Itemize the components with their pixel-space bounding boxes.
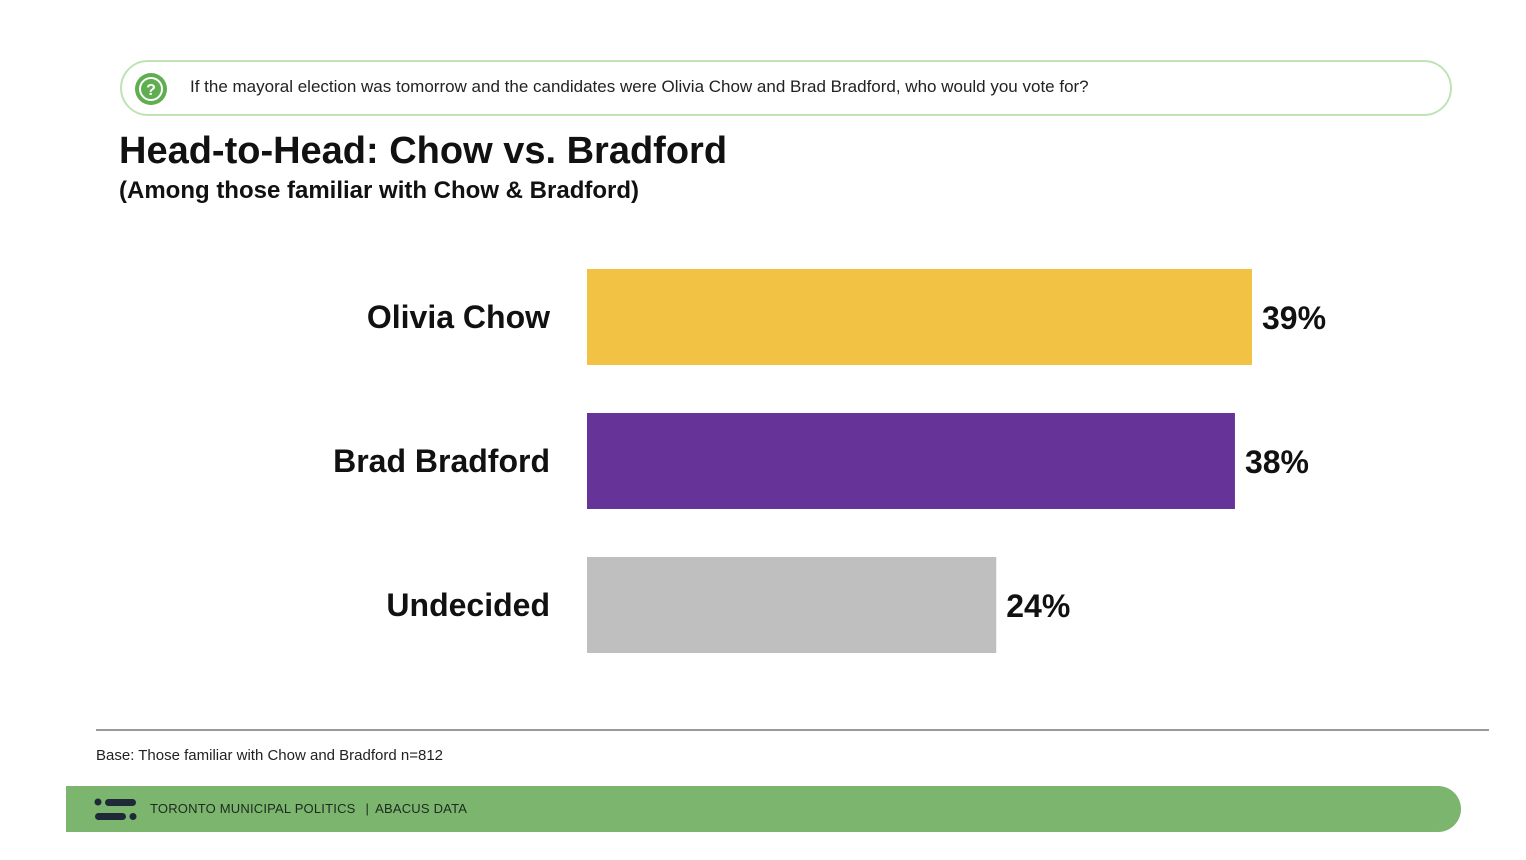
question-box: ? If the mayoral election was tomorrow a…: [120, 60, 1452, 116]
question-text: If the mayoral election was tomorrow and…: [190, 77, 1089, 96]
footer-left-text: TORONTO MUNICIPAL POLITICS: [150, 801, 356, 816]
footer-separator: |: [365, 801, 370, 816]
value-label: 24%: [1006, 588, 1070, 624]
bar-olivia-chow: [587, 269, 1252, 365]
footer-divider: [96, 729, 1489, 731]
footer-text: TORONTO MUNICIPAL POLITICS | ABACUS DATA: [150, 801, 467, 816]
base-note: Base: Those familiar with Chow and Bradf…: [96, 747, 443, 764]
abacus-logo-icon: [94, 798, 137, 820]
chart-subtitle: (Among those familiar with Chow & Bradfo…: [119, 177, 639, 204]
footer-bar: TORONTO MUNICIPAL POLITICS | ABACUS DATA: [66, 786, 1461, 832]
value-label: 39%: [1262, 300, 1326, 336]
question-circle-icon: ?: [135, 73, 167, 105]
svg-text:?: ?: [146, 82, 156, 99]
category-label: Olivia Chow: [367, 299, 550, 335]
bar-chart: Olivia Chow 39% Brad Bradford 38% Undecided 2…: [333, 269, 1326, 653]
footer-right-text: ABACUS DATA: [375, 801, 468, 816]
category-label: Brad Bradford: [333, 443, 550, 479]
category-label: Undecided: [386, 587, 550, 623]
bar-undecided: [587, 557, 997, 653]
chart-title: Head-to-Head: Chow vs. Bradford: [119, 130, 728, 172]
value-label: 38%: [1245, 444, 1309, 480]
bar-brad-bradford: [587, 413, 1235, 509]
